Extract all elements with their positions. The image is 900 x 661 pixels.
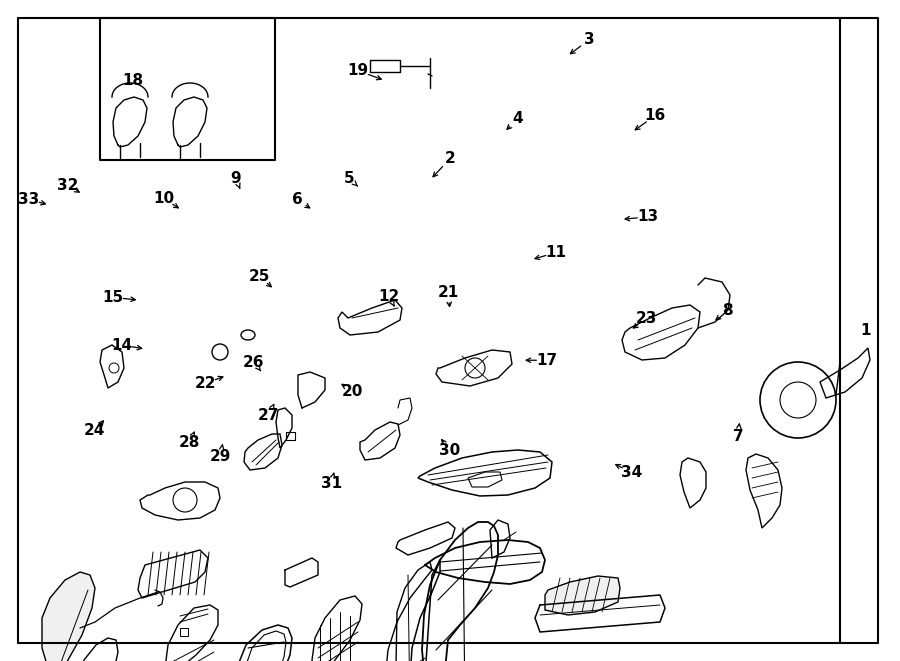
Text: 23: 23 — [635, 311, 657, 326]
Text: 27: 27 — [257, 408, 279, 422]
Text: 30: 30 — [439, 444, 461, 458]
Text: 18: 18 — [122, 73, 144, 88]
Text: 3: 3 — [584, 32, 595, 47]
Text: 22: 22 — [194, 376, 216, 391]
Text: 33: 33 — [18, 192, 40, 207]
Text: 12: 12 — [378, 289, 400, 303]
Text: 31: 31 — [320, 477, 342, 491]
Text: 15: 15 — [102, 290, 123, 305]
Text: 6: 6 — [292, 192, 302, 207]
Text: 26: 26 — [243, 355, 265, 369]
Text: 5: 5 — [344, 171, 355, 186]
Text: 9: 9 — [230, 171, 241, 186]
Text: 29: 29 — [210, 449, 231, 463]
Text: 28: 28 — [178, 436, 200, 450]
Text: 19: 19 — [347, 63, 369, 78]
Text: 13: 13 — [637, 210, 659, 224]
Text: 20: 20 — [342, 384, 364, 399]
Text: 16: 16 — [644, 108, 666, 123]
Text: 4: 4 — [512, 112, 523, 126]
Polygon shape — [545, 576, 620, 615]
Text: 8: 8 — [722, 303, 733, 318]
Text: 17: 17 — [536, 353, 558, 368]
Text: 7: 7 — [733, 429, 743, 444]
Text: 14: 14 — [111, 338, 132, 352]
Text: 11: 11 — [545, 245, 567, 260]
Polygon shape — [42, 572, 95, 661]
Text: 10: 10 — [153, 191, 175, 206]
Text: 2: 2 — [445, 151, 455, 166]
Polygon shape — [80, 638, 118, 661]
Text: 1: 1 — [860, 323, 871, 338]
Text: 32: 32 — [57, 178, 78, 192]
Text: 24: 24 — [84, 424, 105, 438]
Text: 34: 34 — [621, 465, 643, 480]
Text: 25: 25 — [248, 269, 270, 284]
Text: 21: 21 — [437, 285, 459, 299]
